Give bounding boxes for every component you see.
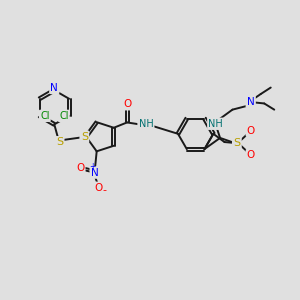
Text: S: S: [56, 137, 63, 147]
Text: O: O: [247, 126, 255, 136]
Text: Cl: Cl: [40, 111, 50, 121]
Text: +: +: [89, 162, 95, 171]
Text: S: S: [233, 138, 240, 148]
Text: N: N: [247, 97, 255, 107]
Text: O: O: [247, 150, 255, 160]
Text: S: S: [81, 132, 88, 142]
Text: O: O: [76, 164, 84, 173]
Text: Cl: Cl: [59, 111, 68, 121]
Text: NH: NH: [139, 119, 153, 129]
Text: -: -: [102, 185, 106, 195]
Text: NH: NH: [208, 119, 223, 129]
Text: O: O: [94, 183, 103, 193]
Text: N: N: [91, 167, 98, 178]
Text: O: O: [123, 99, 131, 109]
Text: N: N: [50, 83, 58, 93]
